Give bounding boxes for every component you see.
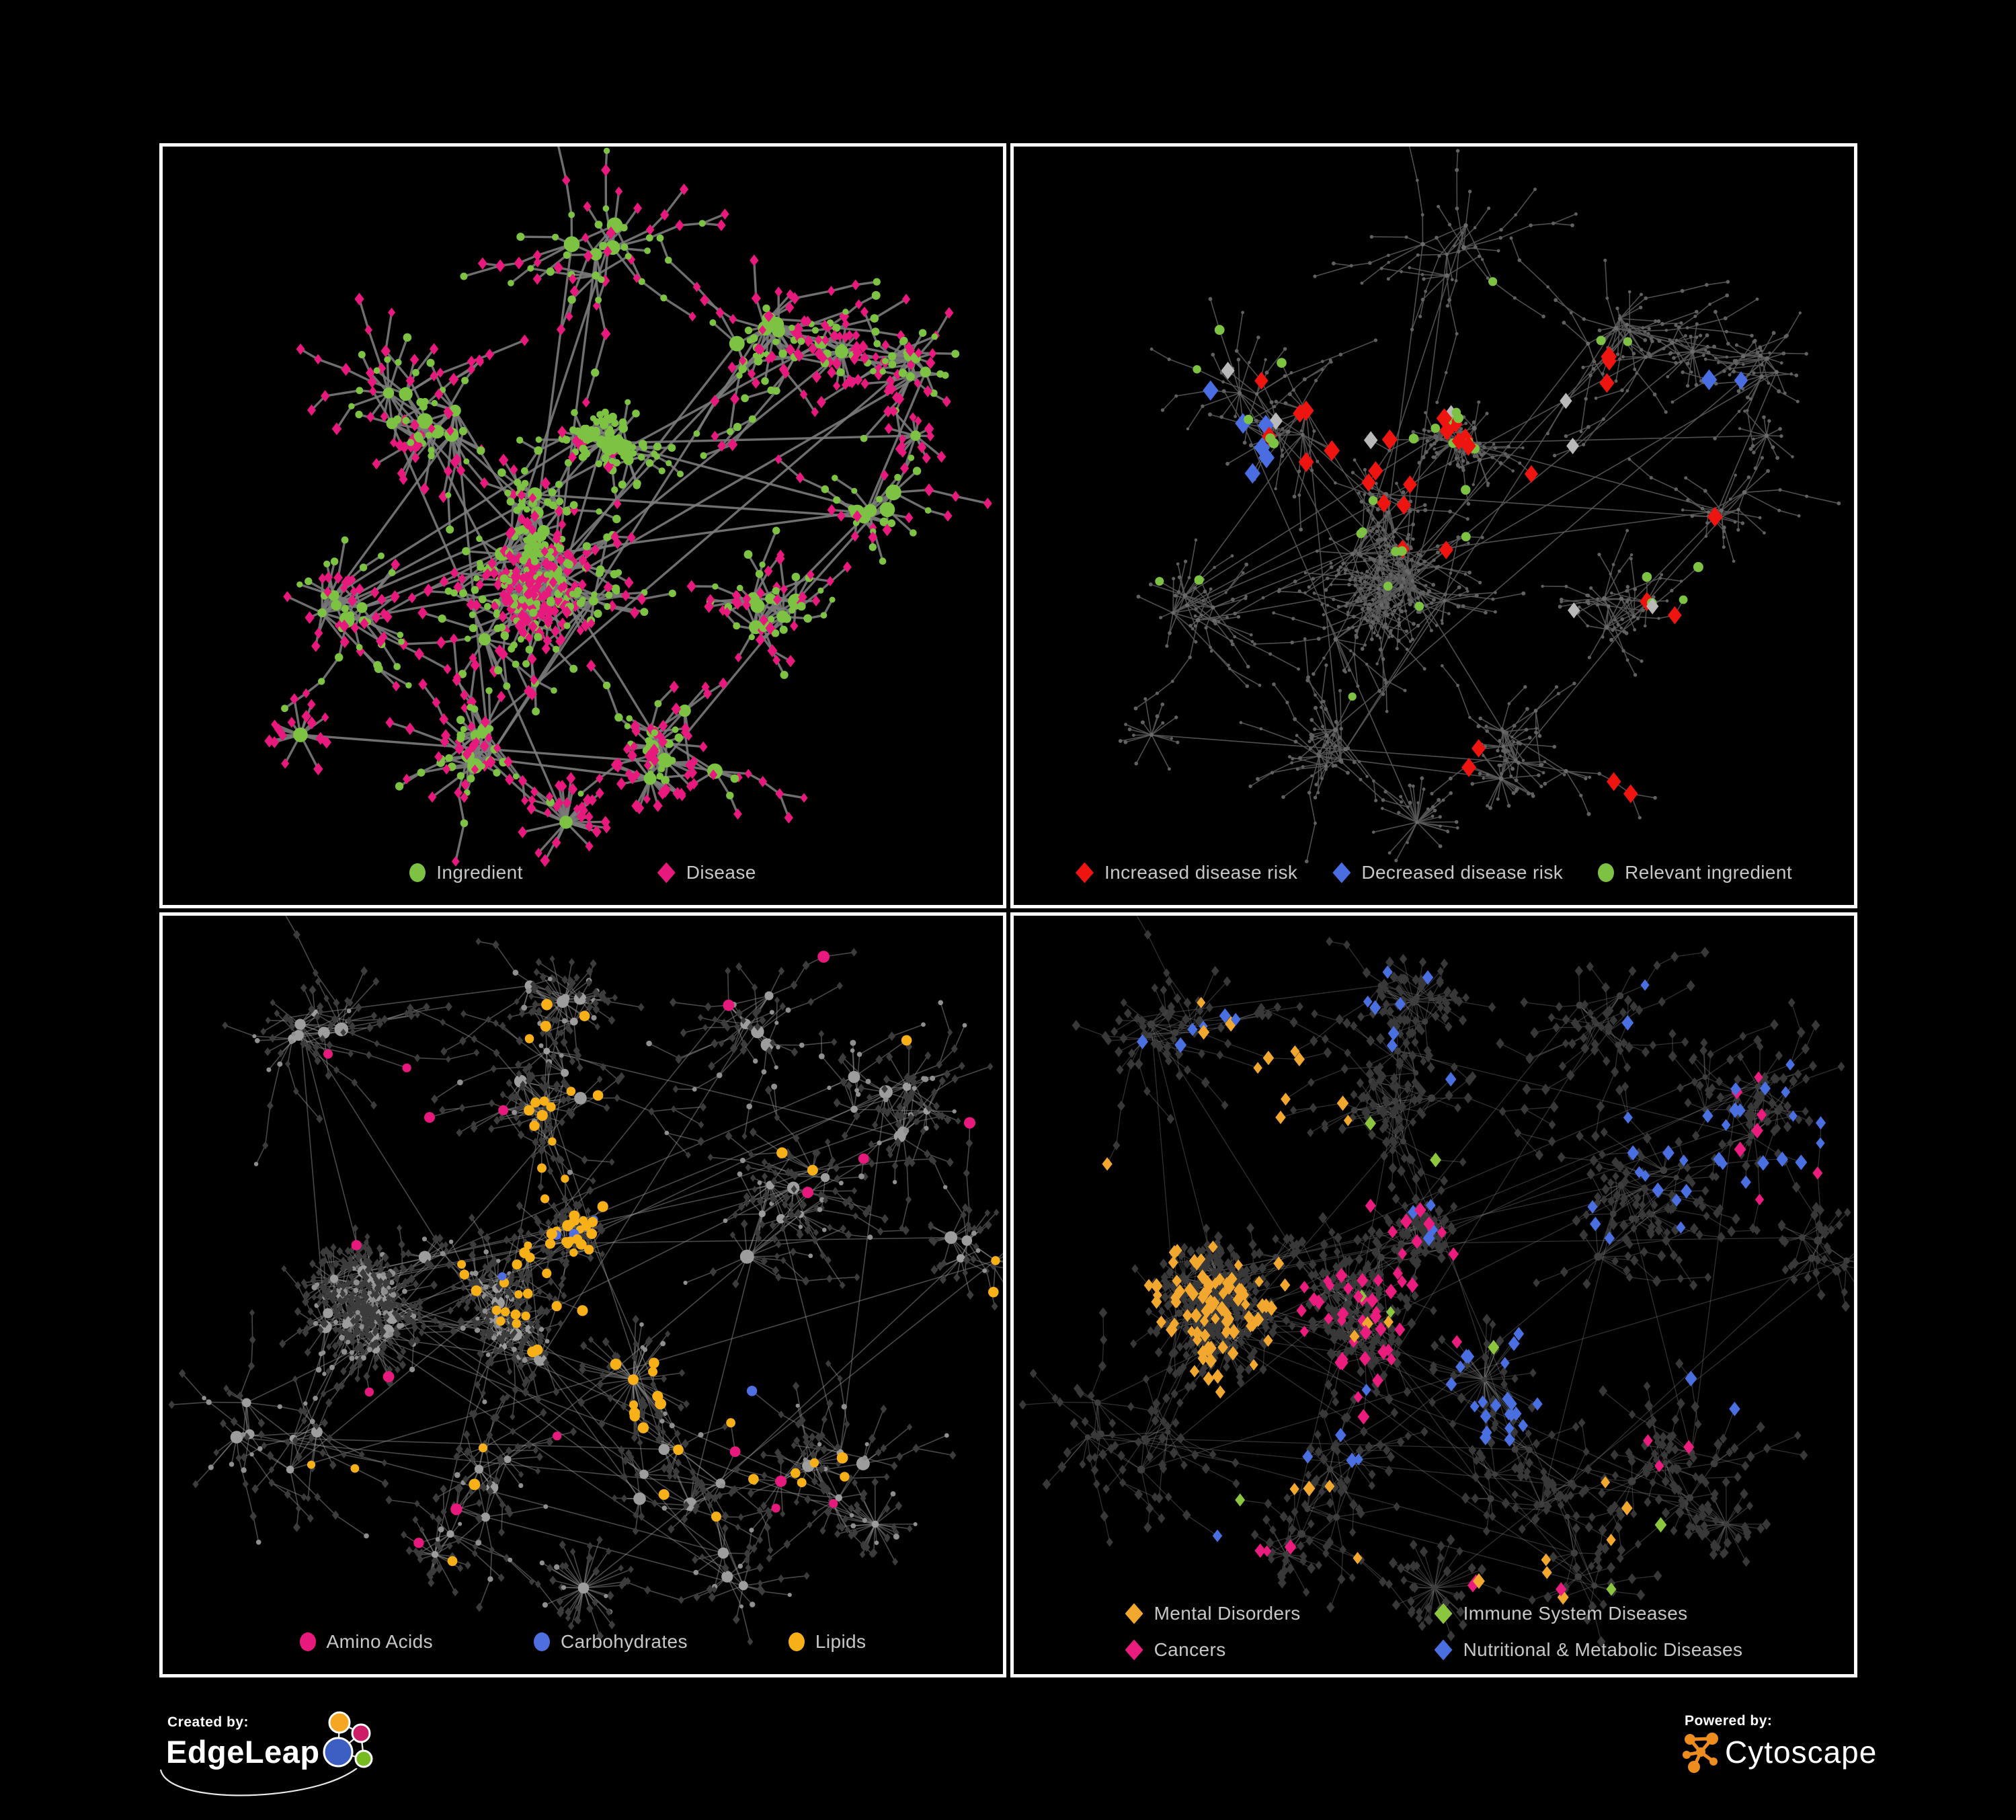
- legend-label: Mental Disorders: [1154, 1603, 1301, 1624]
- legend-label: Disease: [686, 862, 756, 883]
- legend-ingredient-classes: Amino Acids Carbohydrates Lipids: [163, 1631, 1003, 1653]
- panel-disease-risk: Increased disease risk Decreased disease…: [1010, 143, 1857, 908]
- amino-acids-marker-icon: [299, 1632, 316, 1651]
- network-graph-ingredient-classes: [168, 916, 1003, 1646]
- cytoscape-wordmark: Cytoscape: [1725, 1735, 1878, 1770]
- legend-item: Decreased disease risk: [1332, 862, 1563, 883]
- legend-item: Relevant ingredient: [1598, 862, 1792, 883]
- legend-item: Cancers: [1125, 1639, 1387, 1661]
- legend-disease-risk: Increased disease risk Decreased disease…: [1014, 862, 1854, 883]
- mental-disorders-marker-icon: [1125, 1603, 1143, 1624]
- nutritional-metabolic-diseases-marker-icon: [1434, 1639, 1453, 1661]
- network-graph-disease-classes: [1018, 916, 1854, 1647]
- legend-disease-classes: Mental Disorders Immune System Diseases …: [1014, 1603, 1854, 1661]
- carbohydrates-marker-icon: [534, 1632, 551, 1651]
- legend-label: Lipids: [815, 1631, 866, 1652]
- legend-ingredient-disease: Ingredient Disease: [163, 862, 1003, 883]
- edgeleap-swoosh-icon: [159, 1768, 358, 1796]
- legend-item: Increased disease risk: [1075, 862, 1298, 883]
- legend-item: Ingredient: [409, 862, 523, 883]
- legend-label: Carbohydrates: [561, 1631, 688, 1652]
- legend-item: Mental Disorders: [1125, 1603, 1387, 1624]
- legend-item: Immune System Diseases: [1434, 1603, 1743, 1624]
- cancers-marker-icon: [1125, 1639, 1143, 1661]
- network-graph-ingredient-disease: [264, 147, 992, 867]
- increased-risk-marker-icon: [1075, 862, 1094, 883]
- legend-item: Disease: [657, 862, 756, 883]
- legend-label: Immune System Diseases: [1463, 1603, 1688, 1624]
- ingredient-marker-icon: [409, 863, 426, 882]
- panel-grid: Ingredient Disease Increased disease ris…: [159, 143, 1857, 1677]
- legend-label: Amino Acids: [326, 1631, 434, 1652]
- panel-ingredient-disease: Ingredient Disease: [159, 143, 1006, 908]
- powered-by-label: Powered by:: [1685, 1713, 1773, 1729]
- cytoscape-logo-icon: [1683, 1733, 1718, 1773]
- legend-label: Nutritional & Metabolic Diseases: [1463, 1639, 1743, 1660]
- legend-label: Increased disease risk: [1104, 862, 1298, 883]
- created-by-label: Created by:: [167, 1714, 249, 1730]
- legend-label: Relevant ingredient: [1625, 862, 1793, 883]
- disease-marker-icon: [657, 862, 676, 883]
- relevant-ingredient-marker-icon: [1598, 863, 1615, 882]
- lipids-marker-icon: [788, 1632, 805, 1651]
- legend-label: Decreased disease risk: [1361, 862, 1564, 883]
- panel-ingredient-classes: Amino Acids Carbohydrates Lipids: [159, 912, 1006, 1677]
- legend-item: Nutritional & Metabolic Diseases: [1434, 1639, 1743, 1661]
- legend-label: Ingredient: [436, 862, 523, 883]
- edgeleap-logo-icon: [323, 1711, 373, 1768]
- network-graph-disease-risk: [1118, 147, 1841, 863]
- panel-disease-classes: Mental Disorders Immune System Diseases …: [1010, 912, 1857, 1677]
- cytoscape-branding: Powered by: Cytoscape: [1682, 1708, 1884, 1802]
- legend-item: Lipids: [788, 1631, 866, 1653]
- legend-item: Amino Acids: [299, 1631, 434, 1653]
- legend-label: Cancers: [1154, 1639, 1226, 1660]
- cytoscape-logo-row: Cytoscape: [1682, 1731, 1877, 1774]
- legend-item: Carbohydrates: [534, 1631, 688, 1653]
- immune-system-diseases-marker-icon: [1434, 1603, 1453, 1624]
- decreased-risk-marker-icon: [1332, 862, 1351, 883]
- edgeleap-branding: Created by: EdgeLeap: [159, 1706, 542, 1807]
- edgeleap-wordmark: EdgeLeap: [166, 1734, 320, 1770]
